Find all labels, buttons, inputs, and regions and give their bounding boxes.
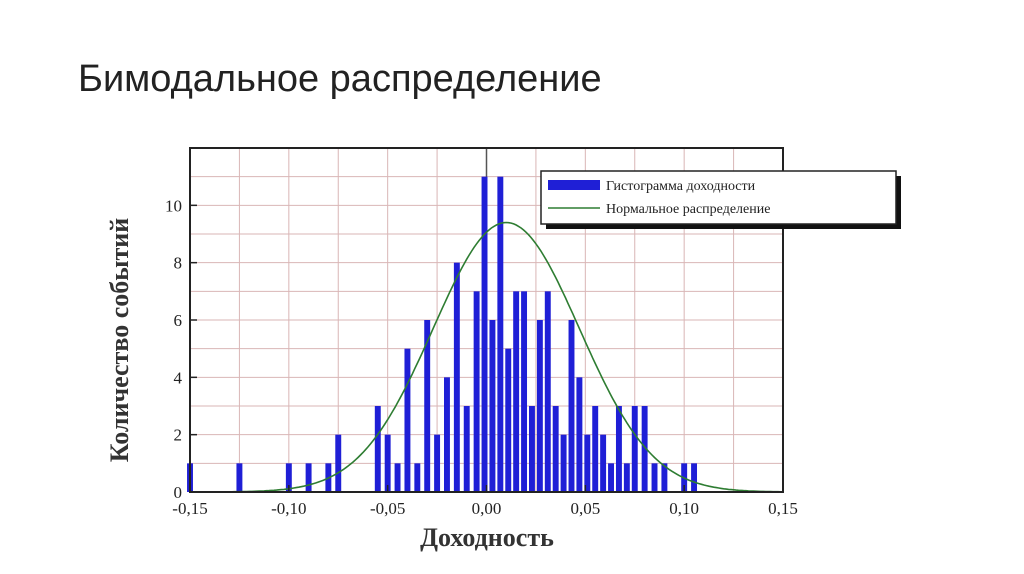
histogram-bar	[444, 377, 450, 492]
histogram-bar	[473, 291, 480, 492]
histogram-bar	[424, 320, 431, 492]
histogram-bar	[481, 176, 488, 492]
x-tick-label: 0,15	[768, 499, 798, 518]
y-tick-label: 0	[174, 483, 183, 502]
histogram-bar	[394, 463, 401, 492]
histogram-bar	[384, 434, 391, 492]
histogram-bar	[560, 434, 567, 492]
histogram-bar	[404, 348, 411, 492]
histogram-bar	[236, 463, 243, 492]
histogram-bar	[374, 406, 381, 492]
histogram-bar	[453, 262, 460, 492]
histogram-bar	[489, 320, 496, 492]
legend-box	[540, 170, 897, 225]
histogram-bar	[600, 434, 607, 492]
histogram-bar	[544, 291, 551, 492]
histogram-bar	[536, 320, 543, 492]
histogram-bar	[576, 377, 583, 492]
histogram-bar	[661, 463, 668, 492]
x-axis-label: Доходность	[420, 523, 554, 552]
x-tick-label: -0,05	[370, 499, 405, 518]
histogram-bar	[641, 406, 648, 492]
legend-label-histogram: Гистограмма доходности	[606, 179, 756, 194]
histogram-bar	[285, 463, 292, 492]
histogram-bar	[608, 463, 614, 492]
slide-title: Бимодальное распределение	[78, 58, 602, 100]
histogram-bar	[434, 434, 441, 492]
y-axis-label: Количество событий	[105, 218, 134, 463]
histogram-bar	[568, 320, 575, 492]
histogram-bar	[414, 463, 421, 492]
histogram-bar	[463, 406, 470, 492]
axis-ticks: -0,15 -0,10 -0,05 0,00 0,05 0,10 0,15 0 2 4 6 8 10	[165, 196, 798, 518]
histogram-bar	[305, 463, 312, 492]
histogram-bar	[505, 348, 512, 492]
x-tick-label: 0,00	[472, 499, 502, 518]
histogram-bar	[497, 176, 504, 492]
histogram-bars	[187, 176, 698, 492]
y-tick-label: 8	[174, 254, 183, 273]
histogram-bar	[335, 434, 342, 492]
x-tick-label: -0,10	[271, 499, 306, 518]
chart-legend: Гистограмма доходности Нормальное распре…	[540, 170, 901, 229]
histogram-bar	[521, 291, 528, 492]
histogram-bar	[691, 463, 698, 492]
y-tick-label: 4	[174, 368, 183, 387]
legend-label-normal: Нормальное распределение	[606, 202, 770, 217]
y-tick-label: 6	[174, 311, 183, 330]
legend-swatch-histogram	[548, 180, 600, 190]
x-tick-label: -0,15	[172, 499, 207, 518]
histogram-bar	[651, 463, 658, 492]
histogram-bar	[631, 406, 638, 492]
histogram-bar	[552, 406, 559, 492]
y-tick-label: 10	[165, 196, 182, 215]
histogram-bar	[528, 406, 535, 492]
histogram-bar	[623, 463, 630, 492]
x-tick-label: 0,05	[570, 499, 600, 518]
x-tick-label: 0,10	[669, 499, 699, 518]
histogram-bar	[584, 434, 591, 492]
y-tick-label: 2	[174, 426, 183, 445]
histogram-bar	[592, 406, 599, 492]
histogram-bar	[513, 291, 520, 492]
histogram-bar	[615, 406, 622, 492]
